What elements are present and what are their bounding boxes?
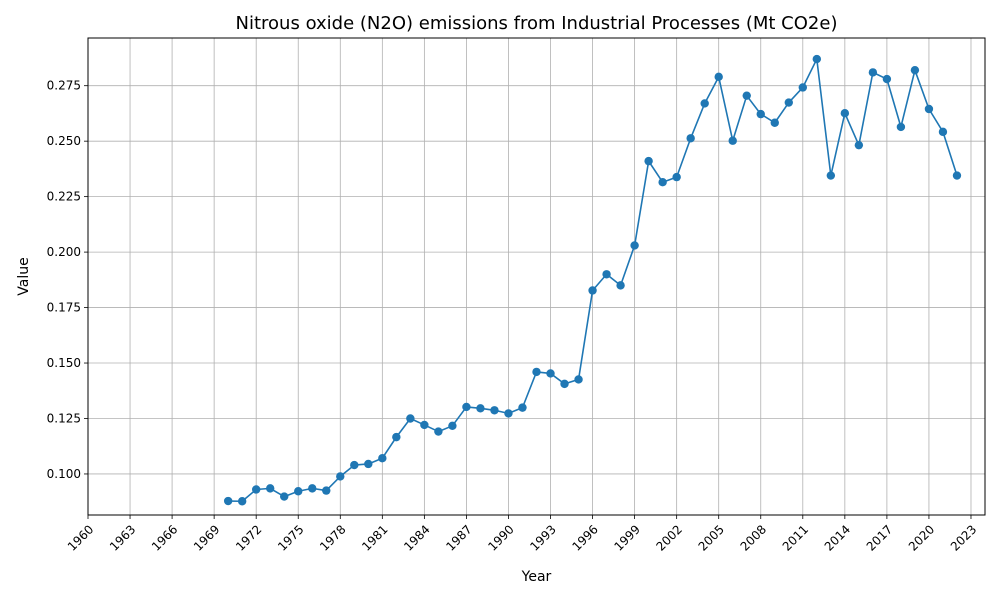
data-point	[770, 118, 779, 127]
data-point	[308, 484, 317, 493]
data-point	[294, 487, 303, 496]
y-tick-label: 0.100	[47, 467, 81, 481]
data-point	[672, 172, 681, 182]
data-point	[392, 432, 401, 442]
series-layer	[223, 54, 962, 506]
data-point	[658, 178, 667, 187]
y-tick-label: 0.125	[47, 411, 81, 425]
plot-frame	[87, 37, 986, 516]
data-point	[644, 156, 653, 166]
y-tick-label: 0.200	[47, 245, 81, 259]
data-point	[938, 127, 948, 137]
data-point	[518, 403, 527, 412]
data-point	[868, 68, 878, 77]
data-point	[616, 281, 625, 290]
data-point	[448, 421, 457, 431]
data-point	[714, 72, 723, 82]
grid	[87, 38, 985, 515]
data-point	[378, 454, 387, 463]
data-point	[266, 484, 275, 493]
data-point	[742, 91, 751, 100]
data-point	[630, 241, 639, 250]
data-point	[812, 54, 822, 64]
data-point	[840, 109, 850, 118]
data-point	[434, 427, 443, 436]
y-tick-label: 0.225	[47, 190, 81, 204]
data-point	[364, 459, 373, 469]
data-point	[490, 406, 499, 415]
data-point	[588, 286, 597, 295]
y-axis-title: Value	[16, 257, 32, 295]
data-point	[251, 485, 261, 494]
data-point	[350, 460, 359, 470]
data-point	[728, 136, 737, 145]
data-point	[700, 99, 709, 108]
data-point	[602, 270, 611, 279]
data-point	[462, 402, 471, 412]
data-point	[476, 404, 485, 413]
data-point	[237, 497, 247, 506]
data-point	[854, 140, 864, 150]
data-point	[952, 171, 962, 180]
data-point	[223, 496, 233, 506]
data-point	[798, 83, 807, 92]
data-point	[784, 98, 793, 107]
data-point	[336, 472, 345, 481]
data-point	[574, 375, 583, 384]
y-tick-label: 0.275	[47, 79, 81, 93]
data-point	[896, 122, 906, 132]
data-point	[826, 171, 836, 180]
y-axis: 0.100 0.125 0.150 0.175 0.200 0.225 0.250 0.275	[47, 79, 88, 481]
y-tick-label: 0.150	[47, 356, 81, 370]
chart-title: Nitrous oxide (N2O) emissions from Indus…	[236, 13, 838, 34]
data-point	[756, 109, 765, 119]
data-point	[322, 486, 331, 495]
data-point	[924, 104, 934, 114]
data-point	[406, 414, 415, 423]
data-point	[532, 367, 541, 377]
x-axis-title: Year	[521, 569, 552, 585]
y-tick-label: 0.250	[47, 134, 81, 148]
y-tick-label: 0.175	[47, 301, 81, 315]
data-point	[546, 369, 555, 378]
data-point	[420, 420, 429, 430]
data-point	[504, 409, 513, 418]
data-point	[882, 74, 892, 84]
data-point	[686, 134, 695, 143]
data-point	[910, 65, 920, 75]
data-point	[280, 492, 289, 501]
data-point	[560, 379, 569, 389]
